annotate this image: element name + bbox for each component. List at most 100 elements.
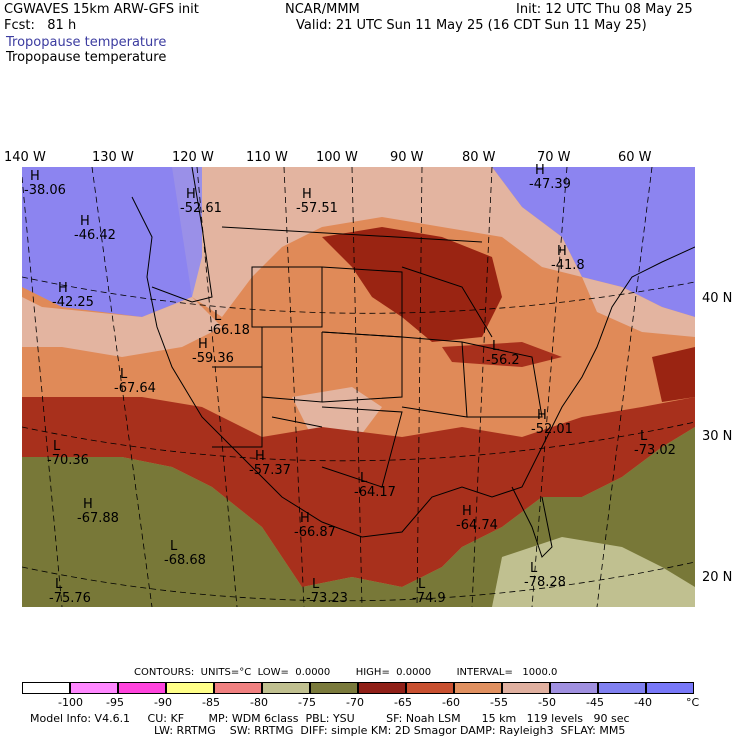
colorbar-tick-label: -50 [538,696,556,709]
coldest-region [492,537,695,607]
lon-label: 80 W [462,150,496,165]
cold-region-west [22,167,202,317]
colorbar-swatch [118,682,166,694]
colorbar-swatch [358,682,406,694]
high-symbol: H [537,408,547,423]
colorbar-tick-label: -65 [394,696,412,709]
valid-time: Valid: 21 UTC Sun 11 May 25 (16 CDT Sun … [296,18,647,33]
colorbar-swatch [454,682,502,694]
high-symbol: H [198,337,208,352]
high-symbol: H [186,187,196,202]
low-symbol: L [53,439,61,454]
high-symbol: H [302,187,312,202]
colorbar-tick-label: -85 [202,696,220,709]
extremum-value: -74.9 [412,591,446,606]
high-symbol: H [255,449,265,464]
high-symbol: H [535,163,545,178]
low-symbol: L [418,577,426,592]
colorbar-tick-label: -55 [490,696,508,709]
low-region-south [22,397,695,587]
extremum-value: -68.68 [164,553,206,568]
extremum-value: -78.28 [524,575,566,590]
lon-label: 110 W [246,150,288,165]
extremum-value: -47.39 [529,177,571,192]
colorbar-swatch [406,682,454,694]
forecast-hour: Fcst: 81 h [4,18,77,33]
extremum-value: -52.01 [531,422,573,437]
extremum-value: -67.64 [114,381,156,396]
field-name-blue: Tropopause temperature [6,35,167,50]
lon-label: 140 W [4,150,46,165]
colorbar-swatch [550,682,598,694]
center-label: NCAR/MMM [285,2,360,17]
low-symbol: L [640,429,648,444]
colorbar-swatch [22,682,70,694]
lon-label: 60 W [618,150,652,165]
colorbar-swatch [502,682,550,694]
extremum-value: -73.23 [306,591,348,606]
low-symbol: L [312,577,320,592]
extremum-value: -57.51 [296,201,338,216]
colorbar-unit: °C [686,696,700,709]
extremum-value: -66.87 [294,525,336,540]
extremum-value: -70.36 [47,453,89,468]
high-symbol: H [58,281,68,296]
lat-label: 40 N [702,291,733,306]
lat-label: 30 N [702,429,733,444]
contours-info: CONTOURS: UNITS=°C LOW= 0.0000 HIGH= 0.0… [134,667,558,678]
colorbar-tick-label: -90 [154,696,172,709]
colorbar-tick-label: -70 [346,696,364,709]
physics-info: LW: RRTMG SW: RRTMG DIFF: simple KM: 2D … [154,724,626,737]
low-symbol: L [120,367,128,382]
low-symbol: L [492,339,500,354]
high-symbol: H [83,497,93,512]
extremum-value: -46.42 [74,228,116,243]
extremum-value: -75.76 [49,591,91,606]
low-region-atlantic [652,347,695,402]
lon-label: 130 W [92,150,134,165]
extremum-value: -59.36 [192,351,234,366]
colorbar-swatch [310,682,358,694]
extremum-value: -66.18 [208,323,250,338]
high-symbol: H [30,169,40,184]
colorbar-tick-label: -80 [250,696,268,709]
low-symbol: L [170,539,178,554]
colorbar-swatch [166,682,214,694]
extremum-value: -64.17 [354,485,396,500]
low-symbol: L [214,309,222,324]
extremum-value: -56.2 [486,353,520,368]
weather-map [22,167,695,607]
colorbar-swatch [262,682,310,694]
low-region-mid [442,342,562,367]
colorbar-swatch [646,682,694,694]
colorbar-tick-label: -100 [58,696,83,709]
lon-label: 120 W [172,150,214,165]
colorbar-swatch [214,682,262,694]
low-symbol: L [530,561,538,576]
cold-region-east [492,167,695,317]
high-symbol: H [557,244,567,259]
warm-band-east [582,277,695,337]
warm-band-west [22,297,222,357]
colorbar-tick-label: -75 [298,696,316,709]
model-info: Model Info: V4.6.1 CU: KF MP: WDM 6class… [30,712,630,725]
high-symbol: H [300,511,310,526]
extremum-value: -73.02 [634,443,676,458]
low-symbol: L [360,471,368,486]
lat-label: 20 N [702,570,733,585]
field-name: Tropopause temperature [6,50,167,65]
extremum-value: -64.74 [456,518,498,533]
extremum-value: -41.8 [551,258,585,273]
extremum-value: -42.25 [52,295,94,310]
colorbar-tick-label: -45 [586,696,604,709]
extremum-value: -57.37 [249,463,291,478]
colorbar-tick-label: -95 [106,696,124,709]
colorbar-swatch [70,682,118,694]
init-time: Init: 12 UTC Thu 08 May 25 [516,2,693,17]
extremum-value: -67.88 [77,511,119,526]
high-symbol: H [80,214,90,229]
warm-band-north [192,167,582,317]
low-symbol: L [55,577,63,592]
extremum-value: -38.06 [24,183,66,198]
model-title: CGWAVES 15km ARW-GFS init [4,2,199,17]
